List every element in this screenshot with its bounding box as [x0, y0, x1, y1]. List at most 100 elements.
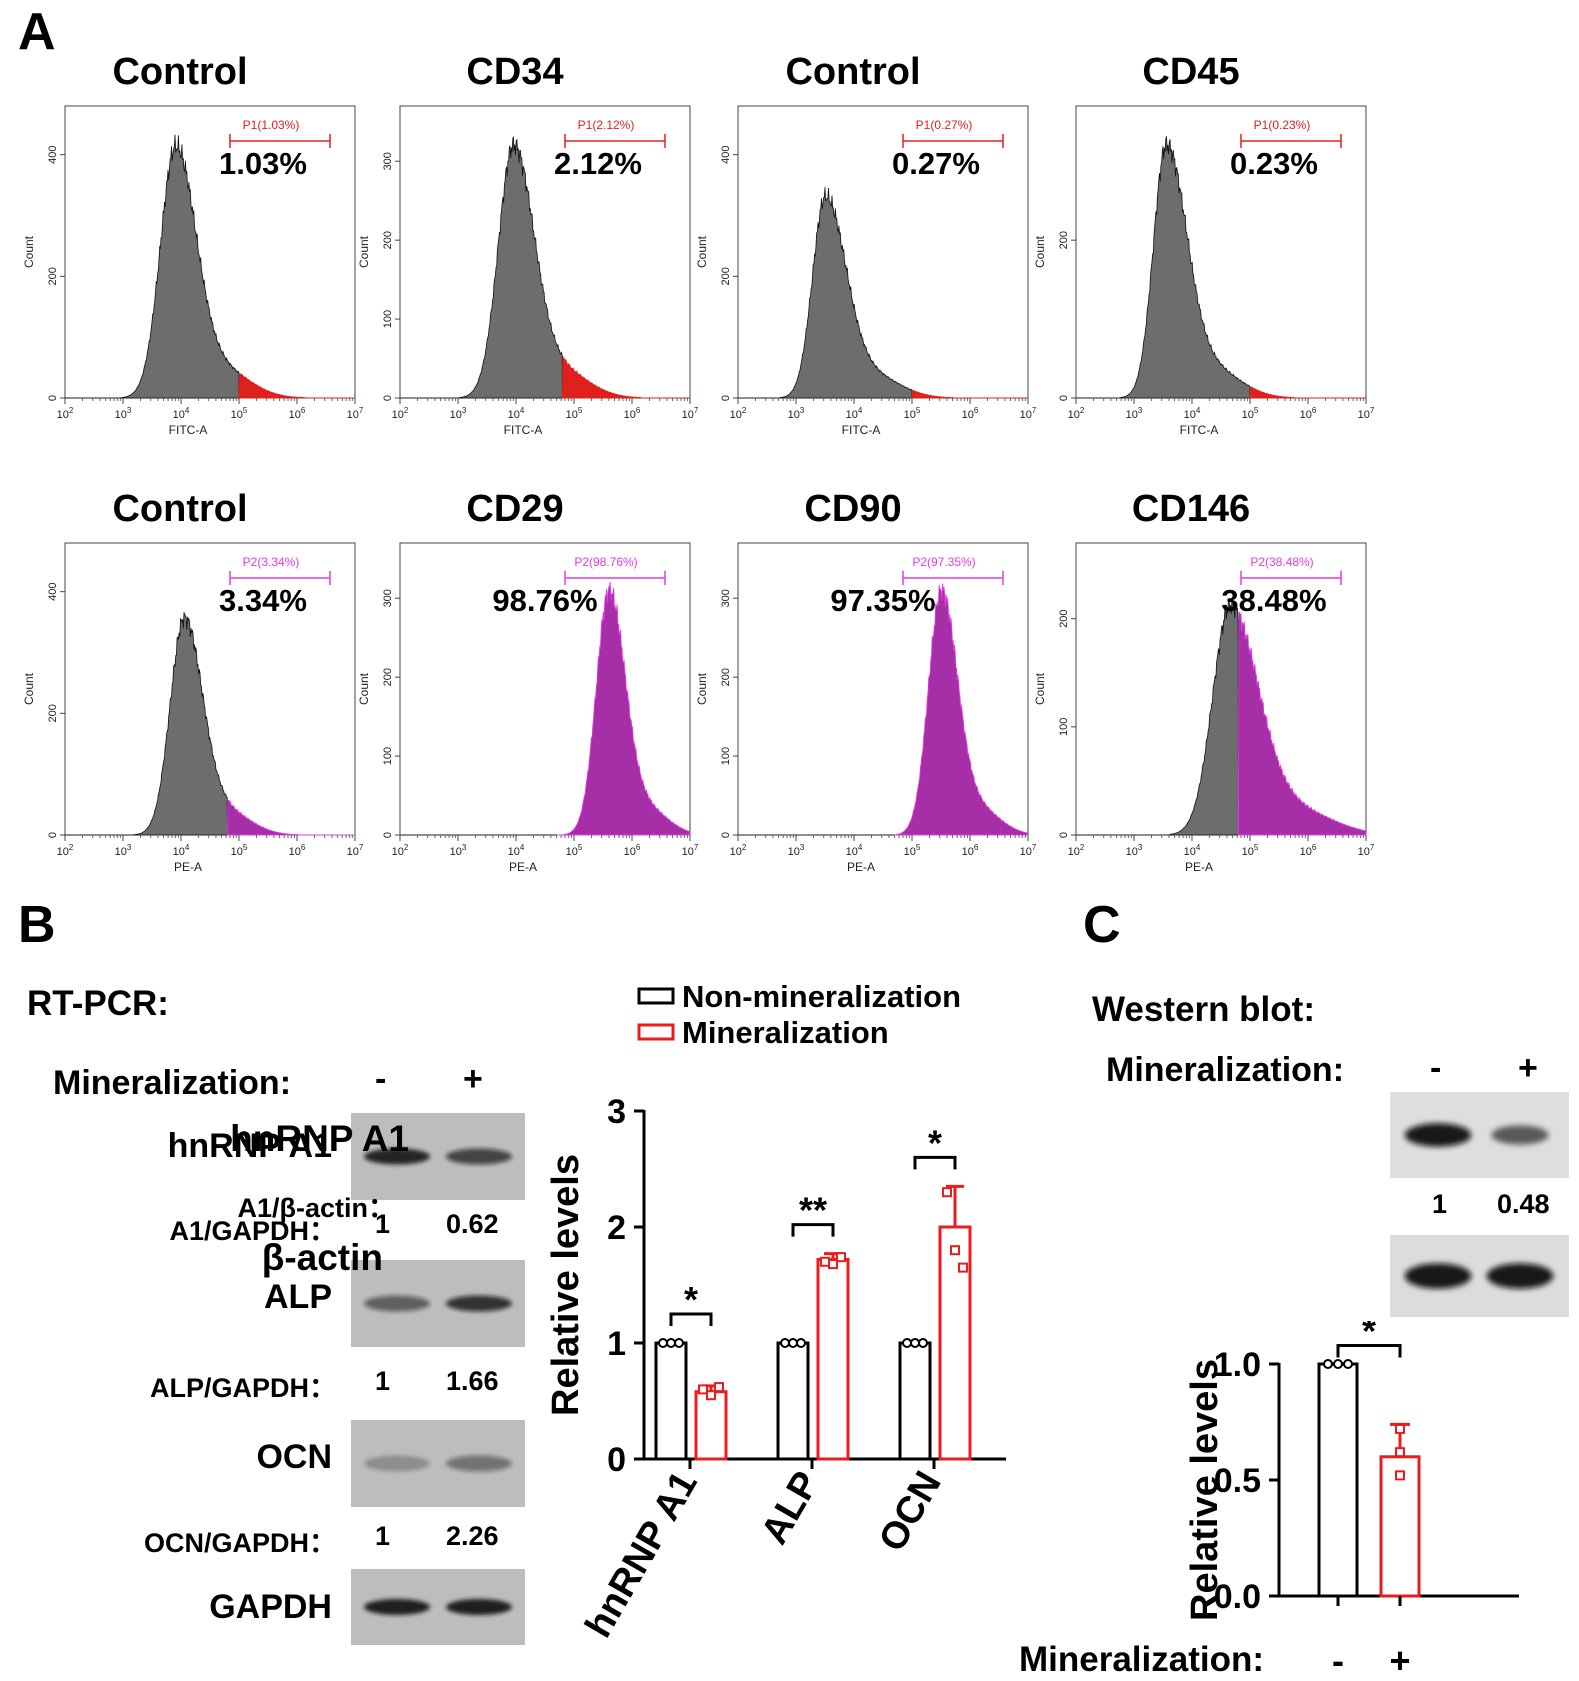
x-tick-label: 102	[1068, 843, 1085, 858]
data-point	[820, 1256, 830, 1267]
significance-bracket	[669, 1312, 713, 1326]
band	[364, 1295, 430, 1312]
ratio-value-lane2: 2.26	[446, 1521, 499, 1551]
x-axis-label: FITC-A	[842, 423, 881, 437]
positive-percentage: 38.48%	[1221, 583, 1326, 618]
x-tick-label: 104	[173, 406, 190, 421]
y-axis-label: Count	[357, 235, 371, 268]
gate-label: P2(38.48%)	[1250, 555, 1313, 569]
histogram-title: CD146	[1132, 488, 1250, 530]
flow-cytometry-panel: Control 0 200 400 Count 102 103 104 105 106 107 FIT…	[22, 51, 1375, 874]
x-tick-label: 102	[730, 843, 747, 858]
significance-marker: *	[684, 1279, 698, 1320]
histogram-positive-area	[894, 583, 1029, 836]
x-tick-label: 103	[115, 406, 132, 421]
data-point	[1333, 1359, 1343, 1369]
y-tick-label: 100	[1058, 718, 1070, 736]
gate-label: P1(2.12%)	[578, 118, 635, 132]
panel-letter-c: C	[1083, 896, 1121, 954]
significance-bracket	[791, 1223, 835, 1237]
y-tick-label: 100	[720, 747, 732, 765]
band	[446, 1148, 512, 1165]
y-tick-label: 0.0	[1214, 1578, 1261, 1616]
rtpcr-bar-chart: 0 1 2 3 Relative levels * hnRNP A1 ** ALP * OCN Non…	[545, 981, 1006, 1645]
x-tick-label: 107	[1020, 843, 1037, 858]
x-axis-label: Mineralization:	[1019, 1640, 1264, 1679]
x-tick-label: 105	[904, 406, 921, 421]
y-axis-label: Count	[695, 672, 709, 705]
data-point	[706, 1390, 716, 1401]
x-axis-label: FITC-A	[504, 423, 543, 437]
y-tick-label: 200	[1058, 231, 1070, 249]
x-axis-label: PE-A	[1185, 860, 1213, 874]
gate-label: P1(0.27%)	[916, 118, 973, 132]
x-tick-label: 106	[624, 406, 641, 421]
x-tick-label: 104	[508, 406, 525, 421]
histogram-title: Control	[785, 51, 920, 93]
x-tick-label: 106	[1300, 406, 1317, 421]
data-point	[1395, 1423, 1405, 1434]
x-tick-label: 107	[1020, 406, 1037, 421]
y-tick-label: 300	[382, 152, 394, 170]
band	[1486, 1263, 1554, 1289]
positive-percentage: 3.34%	[219, 583, 307, 618]
x-tick-label: 106	[1300, 843, 1317, 858]
band	[1491, 1125, 1549, 1145]
x-tick-label: 103	[1126, 406, 1143, 421]
significance-marker: *	[1362, 1321, 1376, 1351]
x-tick-label: 106	[962, 843, 979, 858]
data-point	[780, 1338, 790, 1348]
x-tick-label: 107	[347, 406, 364, 421]
y-axis-label: Relative levels	[1184, 1359, 1226, 1621]
histogram-positive-area	[238, 373, 355, 399]
significance-bracket	[913, 1155, 957, 1170]
data-point	[942, 1187, 952, 1198]
western-blot-image-hnrnpa1	[1390, 1092, 1569, 1178]
bar	[816, 1257, 850, 1461]
flow-histogram: Control 0 200 400 Count 102 103 104 105 106 107 FIT…	[695, 51, 1037, 437]
data-point	[1343, 1359, 1353, 1369]
positive-percentage: 1.03%	[219, 146, 307, 181]
data-point	[950, 1245, 960, 1256]
y-tick-label: 200	[1058, 610, 1070, 628]
x-tick-label: 104	[846, 406, 863, 421]
rtpcr-plus-label: +	[463, 1060, 483, 1098]
western-title: Western blot:	[1092, 990, 1315, 1029]
gate-label: P2(97.35%)	[912, 555, 975, 569]
y-tick-label: 0	[1058, 395, 1070, 401]
y-tick-label: 0	[720, 832, 732, 838]
x-tick-label: 103	[450, 843, 467, 858]
x-axis-label: FITC-A	[169, 423, 208, 437]
western-plus-label: +	[1518, 1049, 1538, 1087]
y-tick-label: 0	[47, 395, 59, 401]
y-tick-label: 3	[607, 1093, 626, 1131]
y-tick-label: 100	[382, 310, 394, 328]
x-tick-label: 105	[566, 843, 583, 858]
y-tick-label: 2	[607, 1209, 626, 1247]
plot-frame	[1075, 105, 1367, 399]
histogram-positive-area	[561, 356, 690, 399]
y-tick-label: 1	[607, 1325, 626, 1363]
gel-image-hnrnpa1	[351, 1113, 525, 1200]
histogram-positive-area	[226, 800, 355, 836]
x-tick-label: 104	[1184, 406, 1201, 421]
western-ratio-label: A1/β-actin：	[237, 1193, 395, 1223]
bar	[694, 1390, 728, 1461]
bar	[654, 1341, 688, 1461]
gene-label-ocn: OCN	[256, 1438, 332, 1476]
y-tick-label: 0.5	[1214, 1462, 1261, 1500]
band	[364, 1148, 430, 1165]
y-axis-label: Count	[357, 672, 371, 705]
x-tick-label: 103	[788, 406, 805, 421]
western-gene-label: hnRNP A1	[230, 1118, 409, 1159]
western-mineralization-label: Mineralization:	[1106, 1051, 1345, 1089]
x-tick-label: -	[1332, 1640, 1344, 1681]
x-tick-label: hnRNP A1	[578, 1465, 706, 1645]
positive-percentage: 0.27%	[892, 146, 980, 181]
x-tick-label: 106	[962, 406, 979, 421]
x-tick-label: 103	[450, 406, 467, 421]
significance-marker: **	[799, 1190, 827, 1231]
histogram-title: Control	[112, 51, 247, 93]
x-tick-label: 102	[392, 843, 409, 858]
